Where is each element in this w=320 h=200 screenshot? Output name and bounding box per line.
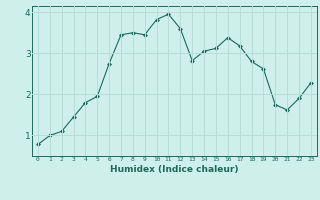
X-axis label: Humidex (Indice chaleur): Humidex (Indice chaleur) [110, 165, 239, 174]
